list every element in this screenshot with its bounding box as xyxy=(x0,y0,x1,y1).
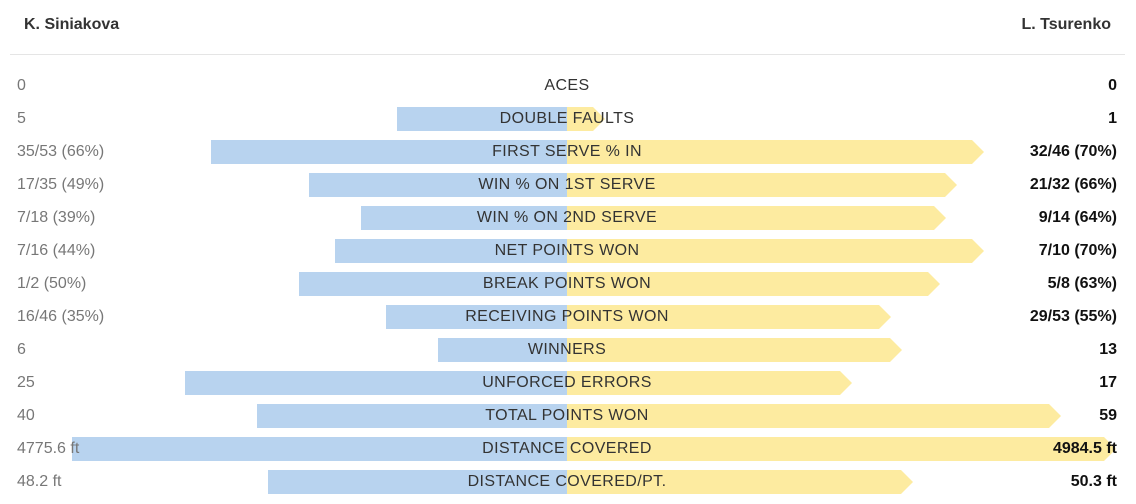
right-bar xyxy=(567,140,984,164)
stat-row: 1/2 (50%) BREAK POINTS WON 5/8 (63%) xyxy=(0,268,1136,301)
right-bar xyxy=(567,371,852,395)
right-bar xyxy=(567,305,891,329)
stat-label: RECEIVING POINTS WON xyxy=(465,308,669,325)
right-value: 29/53 (55%) xyxy=(1029,308,1117,325)
left-value: 6 xyxy=(17,341,26,358)
stat-label: NET POINTS WON xyxy=(494,242,640,259)
left-value: 7/16 (44%) xyxy=(17,242,96,259)
left-bar xyxy=(335,239,567,263)
stat-label: UNFORCED ERRORS xyxy=(482,374,652,391)
left-value: 0 xyxy=(17,77,26,94)
left-bar xyxy=(361,206,567,230)
stat-label: TOTAL POINTS WON xyxy=(485,407,649,424)
right-value: 21/32 (66%) xyxy=(1029,176,1117,193)
left-bar xyxy=(72,437,567,461)
stat-row: 7/16 (44%) NET POINTS WON 7/10 (70%) xyxy=(0,235,1136,268)
stat-label: DISTANCE COVERED xyxy=(482,440,652,457)
stat-label: DOUBLE FAULTS xyxy=(499,110,635,127)
right-value: 13 xyxy=(1099,341,1117,358)
stat-label: BREAK POINTS WON xyxy=(482,275,652,292)
stat-row: 25 UNFORCED ERRORS 17 xyxy=(0,367,1136,400)
stat-row: 35/53 (66%) FIRST SERVE % IN 32/46 (70%) xyxy=(0,136,1136,169)
left-value: 5 xyxy=(17,110,26,127)
right-value: 5/8 (63%) xyxy=(1047,275,1117,292)
right-bar xyxy=(567,404,1061,428)
player-right-name: L. Tsurenko xyxy=(1021,16,1112,33)
left-bar xyxy=(309,173,567,197)
stat-row: 5 DOUBLE FAULTS 1 xyxy=(0,103,1136,136)
left-bar xyxy=(257,404,567,428)
left-bar xyxy=(185,371,567,395)
left-bar xyxy=(397,107,567,131)
right-bar xyxy=(567,239,984,263)
stat-row: 17/35 (49%) WIN % ON 1ST SERVE 21/32 (66… xyxy=(0,169,1136,202)
stat-label: ACES xyxy=(544,77,590,94)
right-value: 4984.5 ft xyxy=(1052,440,1117,457)
left-bar xyxy=(299,272,567,296)
stat-row: 6 WINNERS 13 xyxy=(0,334,1136,367)
stat-label: WINNERS xyxy=(527,341,607,358)
left-value: 4775.6 ft xyxy=(17,440,80,457)
right-value: 50.3 ft xyxy=(1070,473,1117,490)
left-value: 16/46 (35%) xyxy=(17,308,105,325)
right-value: 59 xyxy=(1099,407,1117,424)
right-value: 1 xyxy=(1108,110,1117,127)
stat-label: FIRST SERVE % IN xyxy=(492,143,642,160)
left-value: 35/53 (66%) xyxy=(17,143,105,160)
stat-label: DISTANCE COVERED/PT. xyxy=(467,473,667,490)
stat-row: 48.2 ft DISTANCE COVERED/PT. 50.3 ft xyxy=(0,466,1136,499)
player-left-name: K. Siniakova xyxy=(24,16,120,33)
left-bar xyxy=(211,140,567,164)
left-value: 1/2 (50%) xyxy=(17,275,87,292)
left-value: 48.2 ft xyxy=(17,473,62,490)
left-value: 17/35 (49%) xyxy=(17,176,105,193)
stat-row: 4775.6 ft DISTANCE COVERED 4984.5 ft xyxy=(0,433,1136,466)
right-bar xyxy=(567,272,940,296)
right-value: 17 xyxy=(1099,374,1117,391)
right-value: 9/14 (64%) xyxy=(1038,209,1117,226)
left-value: 7/18 (39%) xyxy=(17,209,96,226)
stat-label: WIN % ON 2ND SERVE xyxy=(476,209,658,226)
stat-row: 0 ACES 0 xyxy=(0,70,1136,103)
stat-label: WIN % ON 1ST SERVE xyxy=(478,176,656,193)
right-bar xyxy=(567,437,1116,461)
stats-table: 0 ACES 0 5 DOUBLE FAULTS 1 35/53 (66%) F… xyxy=(0,70,1136,499)
left-value: 40 xyxy=(17,407,35,424)
right-bar xyxy=(567,206,946,230)
right-value: 7/10 (70%) xyxy=(1038,242,1117,259)
left-value: 25 xyxy=(17,374,35,391)
right-value: 0 xyxy=(1108,77,1117,94)
right-value: 32/46 (70%) xyxy=(1029,143,1117,160)
stat-row: 40 TOTAL POINTS WON 59 xyxy=(0,400,1136,433)
left-bar xyxy=(268,470,567,494)
left-bar xyxy=(438,338,567,362)
player-header: K. Siniakova L. Tsurenko xyxy=(10,0,1125,55)
right-bar xyxy=(567,470,913,494)
stat-row: 16/46 (35%) RECEIVING POINTS WON 29/53 (… xyxy=(0,301,1136,334)
right-bar xyxy=(567,338,902,362)
right-bar xyxy=(567,173,957,197)
stat-row: 7/18 (39%) WIN % ON 2ND SERVE 9/14 (64%) xyxy=(0,202,1136,235)
left-bar xyxy=(386,305,567,329)
